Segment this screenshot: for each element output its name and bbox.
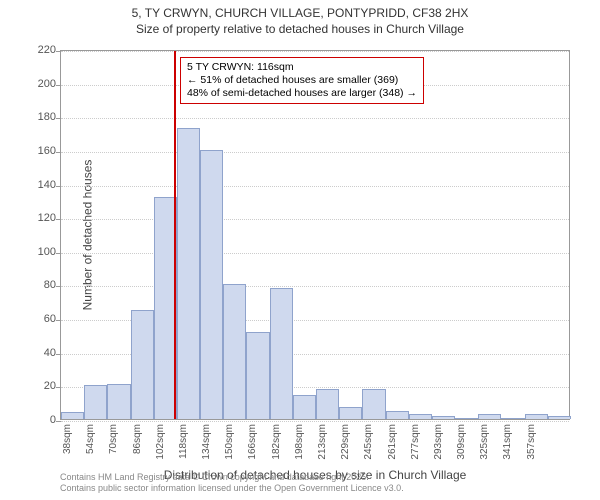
y-tick-mark bbox=[56, 253, 61, 254]
marker-info-box: 5 TY CRWYN: 116sqm← 51% of detached hous… bbox=[180, 57, 424, 104]
y-tick-mark bbox=[56, 219, 61, 220]
y-tick-mark bbox=[56, 320, 61, 321]
gridline bbox=[61, 421, 569, 422]
y-tick-mark bbox=[56, 286, 61, 287]
y-tick-mark bbox=[56, 85, 61, 86]
y-tick-mark bbox=[56, 152, 61, 153]
histogram-bar bbox=[501, 418, 524, 419]
marker-info-line: ← 51% of detached houses are smaller (36… bbox=[187, 74, 417, 87]
x-tick-label: 293sqm bbox=[433, 424, 444, 460]
histogram-bar bbox=[200, 150, 223, 419]
y-tick-label: 200 bbox=[38, 78, 56, 90]
y-tick-mark bbox=[56, 421, 61, 422]
histogram-bar bbox=[548, 416, 571, 419]
title-line-1: 5, TY CRWYN, CHURCH VILLAGE, PONTYPRIDD,… bbox=[0, 6, 600, 22]
footer-attribution: Contains HM Land Registry data © Crown c… bbox=[60, 472, 404, 494]
y-tick-mark bbox=[56, 118, 61, 119]
histogram-bar bbox=[107, 384, 130, 419]
histogram-bar bbox=[525, 414, 548, 419]
y-tick-mark bbox=[56, 387, 61, 388]
x-tick-label: 213sqm bbox=[317, 424, 328, 460]
histogram-bar bbox=[455, 418, 478, 419]
gridline bbox=[61, 118, 569, 119]
histogram-bar bbox=[362, 389, 385, 419]
x-tick-label: 277sqm bbox=[410, 424, 421, 460]
histogram-bar bbox=[339, 407, 362, 419]
y-tick-mark bbox=[56, 186, 61, 187]
x-tick-label: 86sqm bbox=[132, 424, 143, 454]
x-tick-label: 54sqm bbox=[85, 424, 96, 454]
x-tick-label: 38sqm bbox=[62, 424, 73, 454]
histogram-bar bbox=[432, 416, 455, 419]
x-tick-label: 245sqm bbox=[363, 424, 374, 460]
y-tick-label: 0 bbox=[50, 414, 56, 426]
subject-marker-line bbox=[174, 51, 176, 419]
y-tick-label: 180 bbox=[38, 111, 56, 123]
gridline bbox=[61, 253, 569, 254]
histogram-bar bbox=[131, 310, 154, 419]
histogram-bar bbox=[478, 414, 501, 419]
x-tick-label: 118sqm bbox=[178, 424, 189, 459]
histogram-bar bbox=[270, 288, 293, 419]
chart-container: 5, TY CRWYN, CHURCH VILLAGE, PONTYPRIDD,… bbox=[0, 0, 600, 500]
gridline bbox=[61, 186, 569, 187]
y-tick-label: 20 bbox=[44, 380, 56, 392]
histogram-bar bbox=[177, 128, 200, 419]
gridline bbox=[61, 152, 569, 153]
x-tick-label: 357sqm bbox=[526, 424, 537, 460]
x-tick-label: 229sqm bbox=[340, 424, 351, 460]
x-tick-label: 325sqm bbox=[479, 424, 490, 460]
gridline bbox=[61, 219, 569, 220]
y-tick-label: 140 bbox=[38, 179, 56, 191]
y-tick-label: 100 bbox=[38, 246, 56, 258]
x-tick-label: 166sqm bbox=[247, 424, 258, 460]
marker-info-line: 5 TY CRWYN: 116sqm bbox=[187, 61, 417, 74]
x-tick-label: 261sqm bbox=[387, 424, 398, 460]
y-tick-mark bbox=[56, 354, 61, 355]
histogram-bar bbox=[316, 389, 339, 419]
histogram-bar bbox=[84, 385, 107, 419]
x-tick-label: 182sqm bbox=[271, 424, 282, 460]
marker-info-line: 48% of semi-detached houses are larger (… bbox=[187, 87, 417, 100]
title-block: 5, TY CRWYN, CHURCH VILLAGE, PONTYPRIDD,… bbox=[0, 0, 600, 39]
histogram-bar bbox=[386, 411, 409, 419]
y-tick-label: 80 bbox=[44, 279, 56, 291]
x-tick-label: 341sqm bbox=[502, 424, 513, 460]
histogram-bar bbox=[61, 412, 84, 419]
x-tick-label: 134sqm bbox=[201, 424, 212, 460]
x-tick-label: 70sqm bbox=[108, 424, 119, 454]
footer-line-1: Contains HM Land Registry data © Crown c… bbox=[60, 472, 404, 483]
x-tick-label: 309sqm bbox=[456, 424, 467, 460]
chart-area: Number of detached houses 5 TY CRWYN: 11… bbox=[60, 50, 570, 420]
y-tick-label: 220 bbox=[38, 44, 56, 56]
x-tick-label: 198sqm bbox=[294, 424, 305, 460]
x-tick-label: 150sqm bbox=[224, 424, 235, 460]
gridline bbox=[61, 51, 569, 52]
gridline bbox=[61, 286, 569, 287]
y-tick-mark bbox=[56, 51, 61, 52]
plot-region: 5 TY CRWYN: 116sqm← 51% of detached hous… bbox=[60, 50, 570, 420]
title-line-2: Size of property relative to detached ho… bbox=[0, 22, 600, 38]
y-tick-label: 60 bbox=[44, 313, 56, 325]
x-tick-label: 102sqm bbox=[155, 424, 166, 460]
y-tick-label: 160 bbox=[38, 145, 56, 157]
y-tick-label: 120 bbox=[38, 212, 56, 224]
y-tick-label: 40 bbox=[44, 347, 56, 359]
histogram-bar bbox=[409, 414, 432, 419]
histogram-bar bbox=[246, 332, 269, 419]
histogram-bar bbox=[223, 284, 246, 419]
footer-line-2: Contains public sector information licen… bbox=[60, 483, 404, 494]
histogram-bar bbox=[293, 395, 316, 419]
